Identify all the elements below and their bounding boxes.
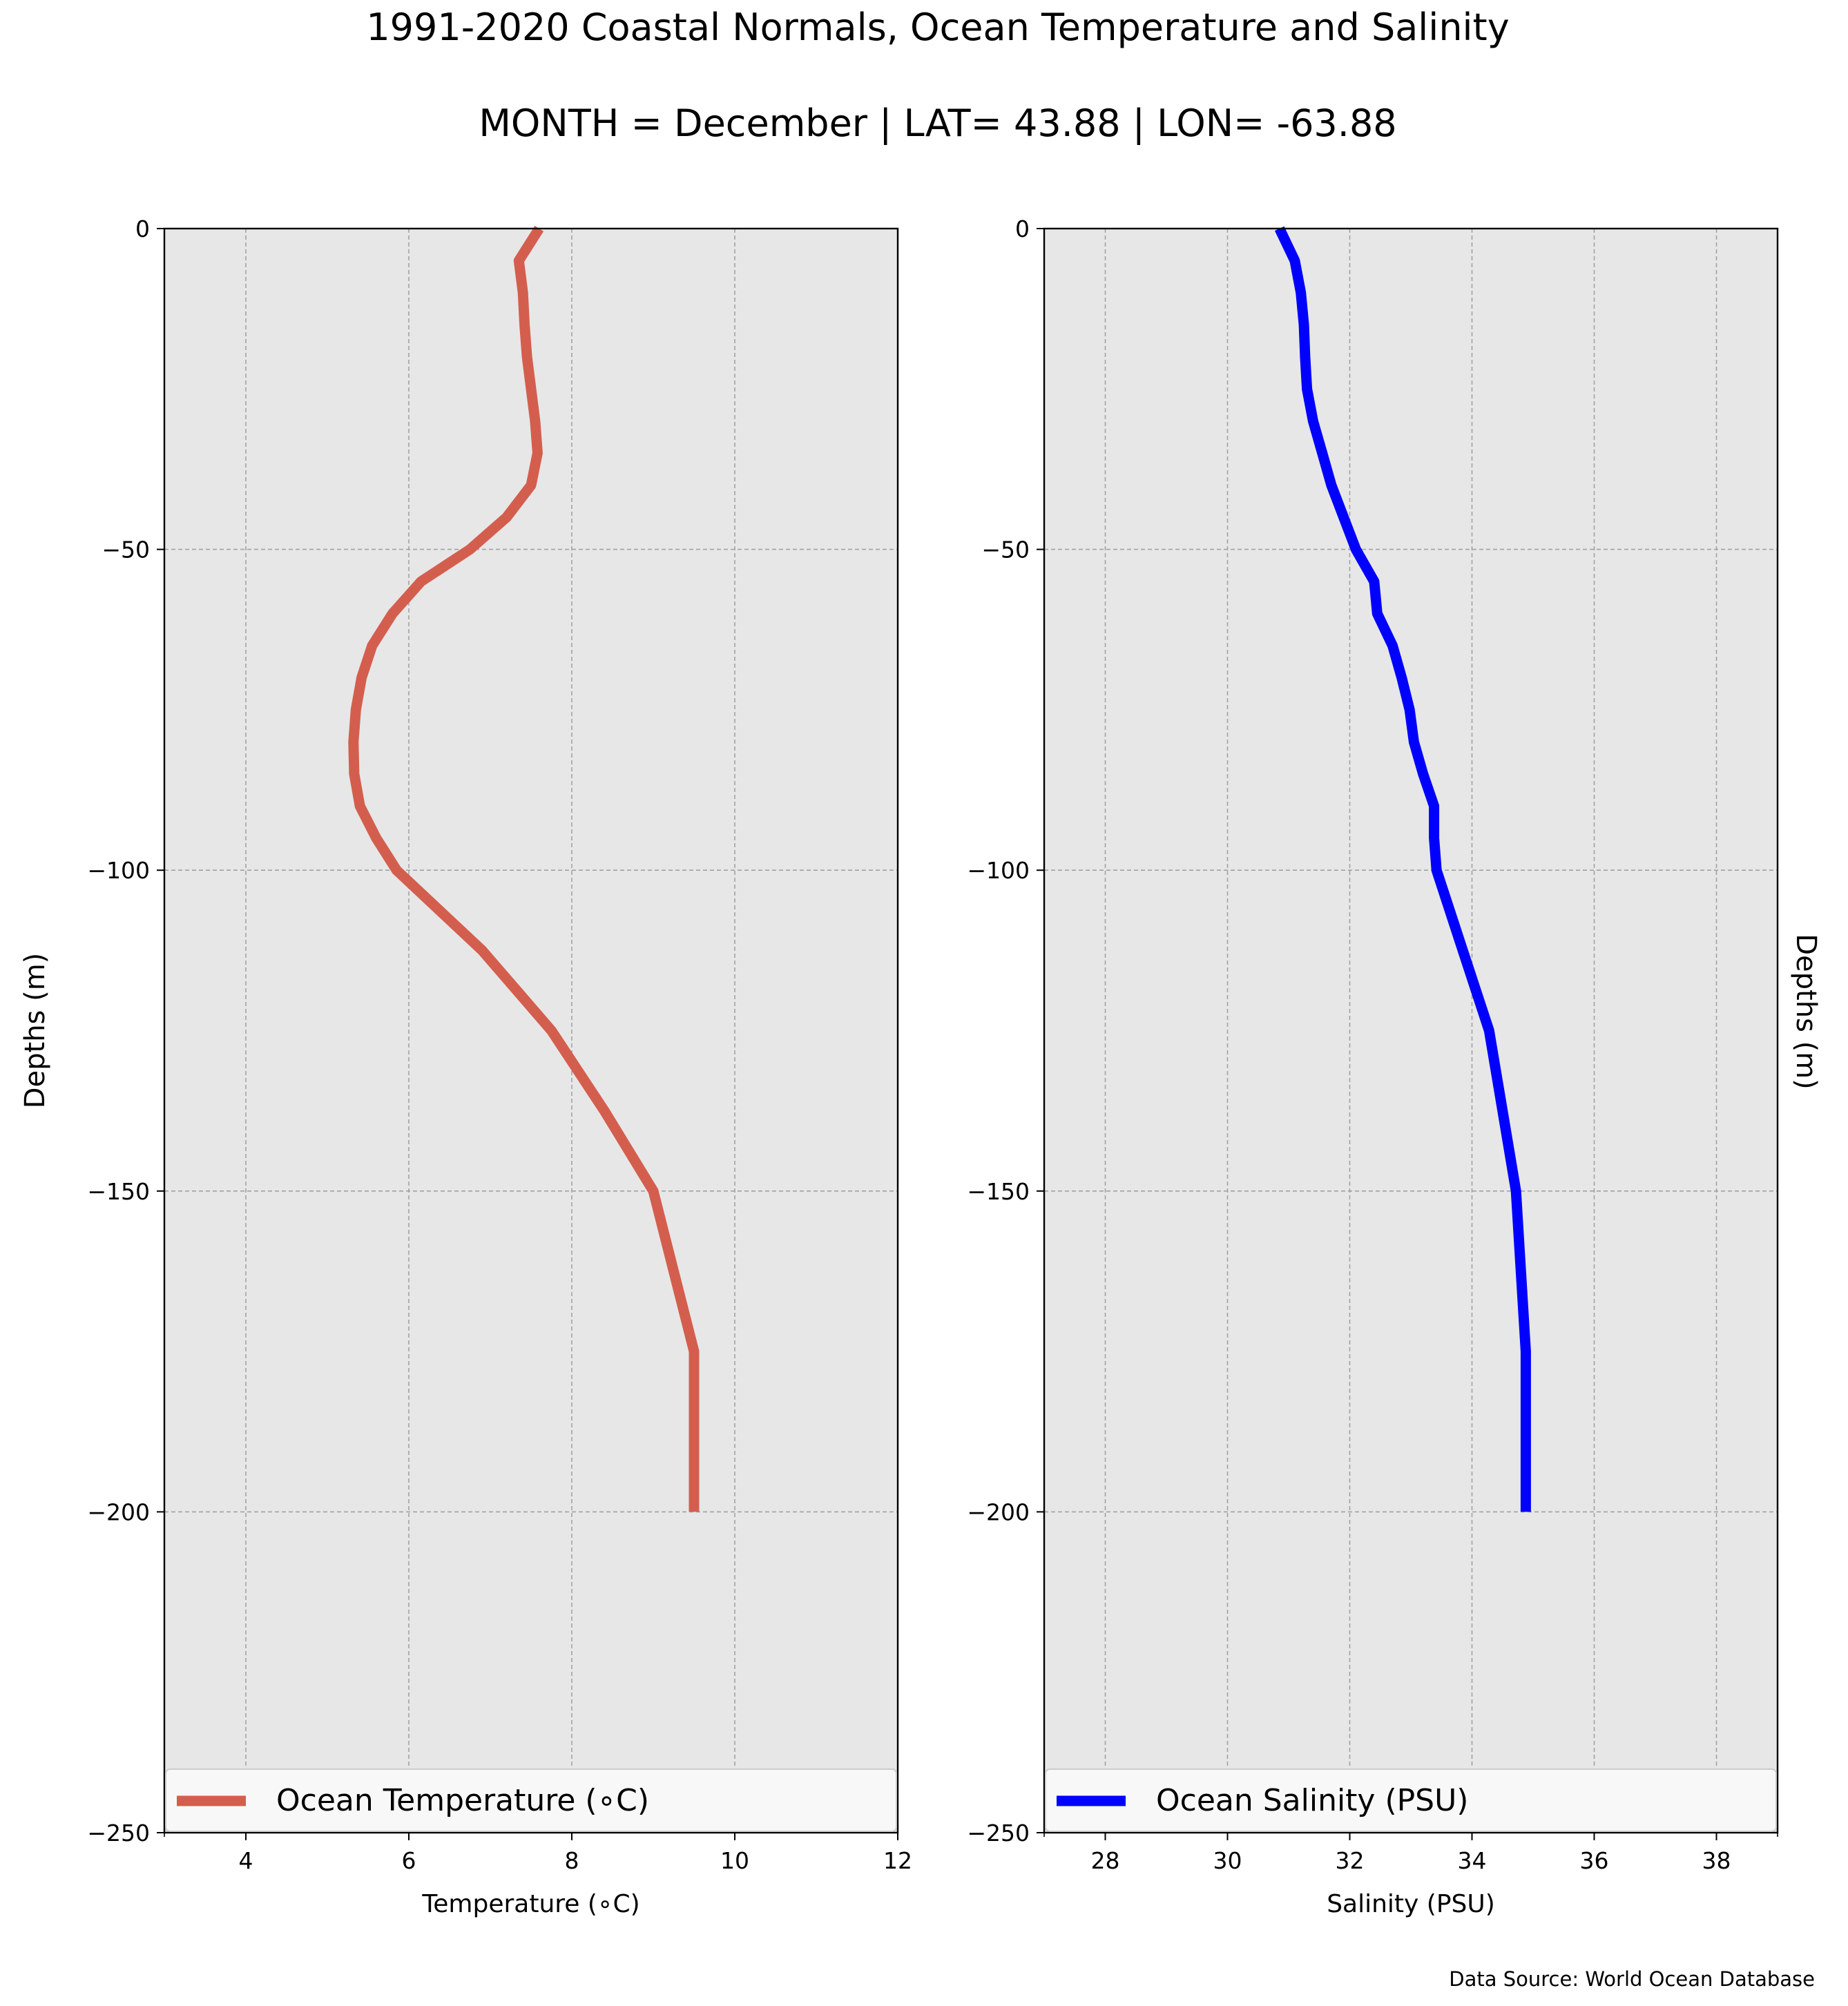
salinity-legend: Ocean Salinity (PSU) (1045, 1768, 1777, 1832)
salinity-y-tick-label: −250 (967, 1820, 1030, 1846)
salinity-y-tick-label: −50 (981, 537, 1030, 563)
salinity-x-axis-label: Salinity (PSU) (1327, 1890, 1495, 1918)
salinity-series-line (1274, 226, 1531, 1512)
salinity-legend-label: Ocean Salinity (PSU) (1156, 1783, 1468, 1818)
temperature-legend-label: Ocean Temperature (∘C) (276, 1783, 649, 1818)
figure-title: 1991-2020 Coastal Normals, Ocean Tempera… (366, 6, 1509, 49)
temperature-x-tick-label: 4 (239, 1847, 253, 1874)
temperature-axes-frame (163, 227, 899, 1834)
temperature-y-tick-label: 0 (135, 215, 150, 242)
temperature-y-tick-label: −250 (87, 1820, 150, 1846)
salinity-x-tick-label: 38 (1702, 1847, 1731, 1874)
temperature-x-axis-label: Temperature (∘C) (421, 1890, 639, 1918)
temperature-x-tick-label: 6 (402, 1847, 416, 1874)
salinity-axes-frame (1043, 227, 1779, 1834)
temperature-legend: Ocean Temperature (∘C) (165, 1768, 897, 1832)
data-source-note: Data Source: World Ocean Database (1449, 1967, 1815, 1991)
salinity-x-tick-label: 30 (1213, 1847, 1242, 1874)
salinity-x-tick-label: 32 (1336, 1847, 1365, 1874)
temperature-x-tick-label: 8 (565, 1847, 579, 1874)
temperature-y-tick-label: −100 (87, 857, 150, 884)
salinity-legend-box (1045, 1768, 1777, 1832)
temperature-legend-box (165, 1768, 897, 1832)
salinity-y-tick-label: −100 (967, 857, 1030, 884)
figure-subtitle: MONTH = December | LAT= 43.88 | LON= -63… (479, 102, 1396, 145)
salinity-x-tick-label: 28 (1091, 1847, 1120, 1874)
salinity-panel: 28 30 32 34 36 38 0 −50 −100 −150 −200 −250 Salinity… (967, 215, 1779, 1918)
salinity-plot-area (1044, 229, 1778, 1833)
salinity-x-tick-label: 36 (1580, 1847, 1609, 1874)
temperature-y-axis-label: Depths (m) (19, 953, 51, 1109)
salinity-y-tick-label: −200 (967, 1498, 1030, 1525)
temperature-x-tick-label: 12 (883, 1847, 912, 1874)
temperature-x-tick-label: 10 (720, 1847, 749, 1874)
right-y-axis-label: Depths (m) (1790, 934, 1822, 1090)
salinity-y-tick-label: −150 (967, 1178, 1030, 1205)
temperature-y-tick-label: −150 (87, 1178, 150, 1205)
temperature-panel: 4 6 8 10 12 0 −50 −100 −150 −200 −250 Temperature (… (19, 215, 912, 1918)
temperature-series-line (348, 225, 700, 1512)
temperature-y-tick-label: −200 (87, 1498, 150, 1525)
temperature-y-tick-label: −50 (102, 537, 150, 563)
salinity-x-tick-label: 34 (1458, 1847, 1487, 1874)
temperature-plot-area (164, 229, 898, 1833)
salinity-y-tick-label: 0 (1015, 215, 1030, 242)
